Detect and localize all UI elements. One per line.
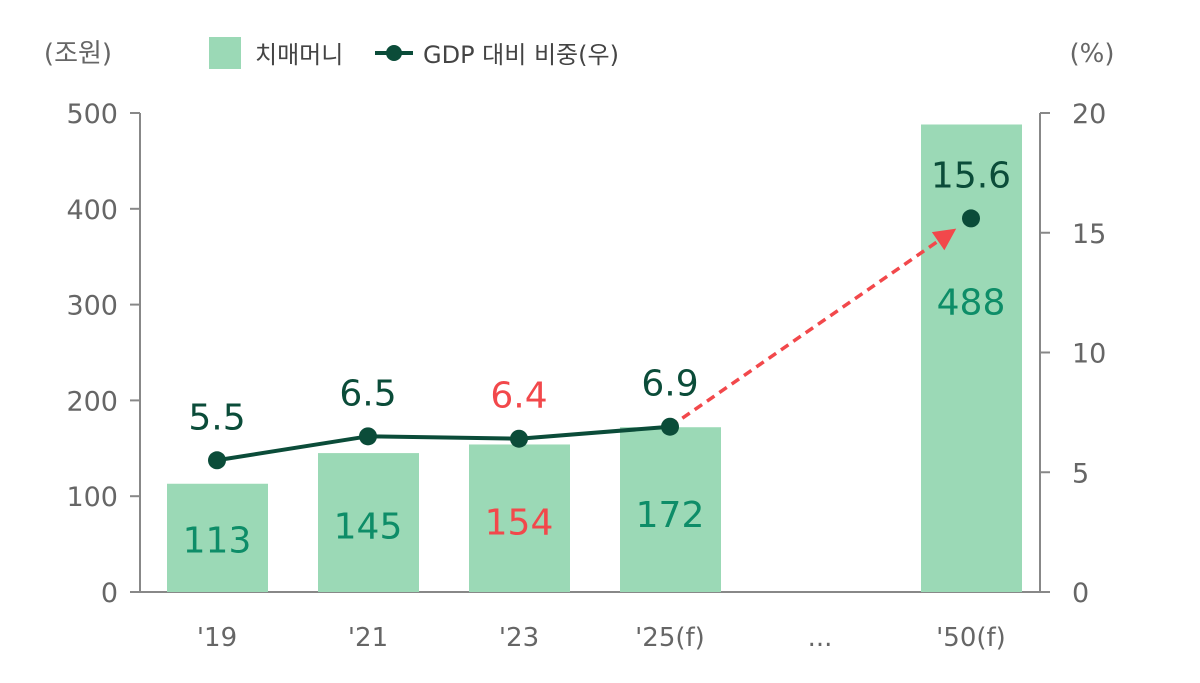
- x-tick-label: '50(f): [936, 623, 1006, 653]
- legend-line-marker: [386, 45, 402, 61]
- bar: [469, 444, 570, 592]
- right-tick-label: 20: [1072, 99, 1106, 130]
- x-tick-label: '25(f): [635, 623, 705, 653]
- bar-value-label: 172: [636, 495, 705, 536]
- left-tick-label: 100: [66, 482, 118, 513]
- left-tick-label: 200: [66, 386, 118, 417]
- legend-bar-swatch: [209, 37, 241, 69]
- bar-value-label: 488: [937, 282, 1006, 323]
- x-tick-label: '21: [348, 623, 388, 653]
- bar-value-label: 145: [334, 506, 403, 547]
- legend: 치매머니 GDP 대비 비중(우): [209, 37, 619, 69]
- left-tick-label: 400: [66, 195, 118, 226]
- left-tick-label: 500: [66, 99, 118, 130]
- left-tick-label: 300: [66, 291, 118, 322]
- right-tick-label: 10: [1072, 339, 1106, 370]
- x-tick-label: '23: [499, 623, 539, 653]
- gdp-share-line: [216, 424, 671, 463]
- x-tick-label: '19: [197, 623, 237, 653]
- left-axis-label: (조원): [44, 39, 112, 69]
- gdp-share-label: 6.5: [339, 373, 396, 414]
- x-tick-label: ...: [808, 623, 833, 653]
- projection-arrowhead: [931, 228, 957, 251]
- bar: [921, 124, 1022, 592]
- bar-value-label: 154: [485, 503, 554, 544]
- bar-value-label: 113: [183, 520, 252, 561]
- gdp-share-point: [359, 427, 377, 446]
- gdp-share-label: 15.6: [931, 155, 1011, 196]
- gdp-share-point: [510, 429, 528, 448]
- legend-line-label: GDP 대비 비중(우): [423, 41, 619, 69]
- bar: [620, 427, 721, 592]
- projection-dashed-line: [669, 236, 945, 429]
- bar: [167, 483, 268, 592]
- right-axis-label: (%): [1070, 39, 1115, 69]
- left-tick-label: 0: [101, 578, 118, 609]
- gdp-share-label: 5.5: [188, 397, 245, 438]
- gdp-share-label: 6.9: [641, 364, 698, 405]
- gdp-share-label: 6.4: [490, 376, 547, 417]
- gdp-share-point: [962, 209, 980, 228]
- right-tick-label: 0: [1072, 578, 1089, 609]
- legend-bar-label: 치매머니: [255, 41, 343, 69]
- right-tick-label: 5: [1072, 458, 1089, 489]
- right-tick-label: 15: [1072, 219, 1106, 250]
- gdp-share-point: [661, 417, 679, 436]
- bar: [318, 453, 419, 592]
- gdp-share-point: [208, 451, 226, 470]
